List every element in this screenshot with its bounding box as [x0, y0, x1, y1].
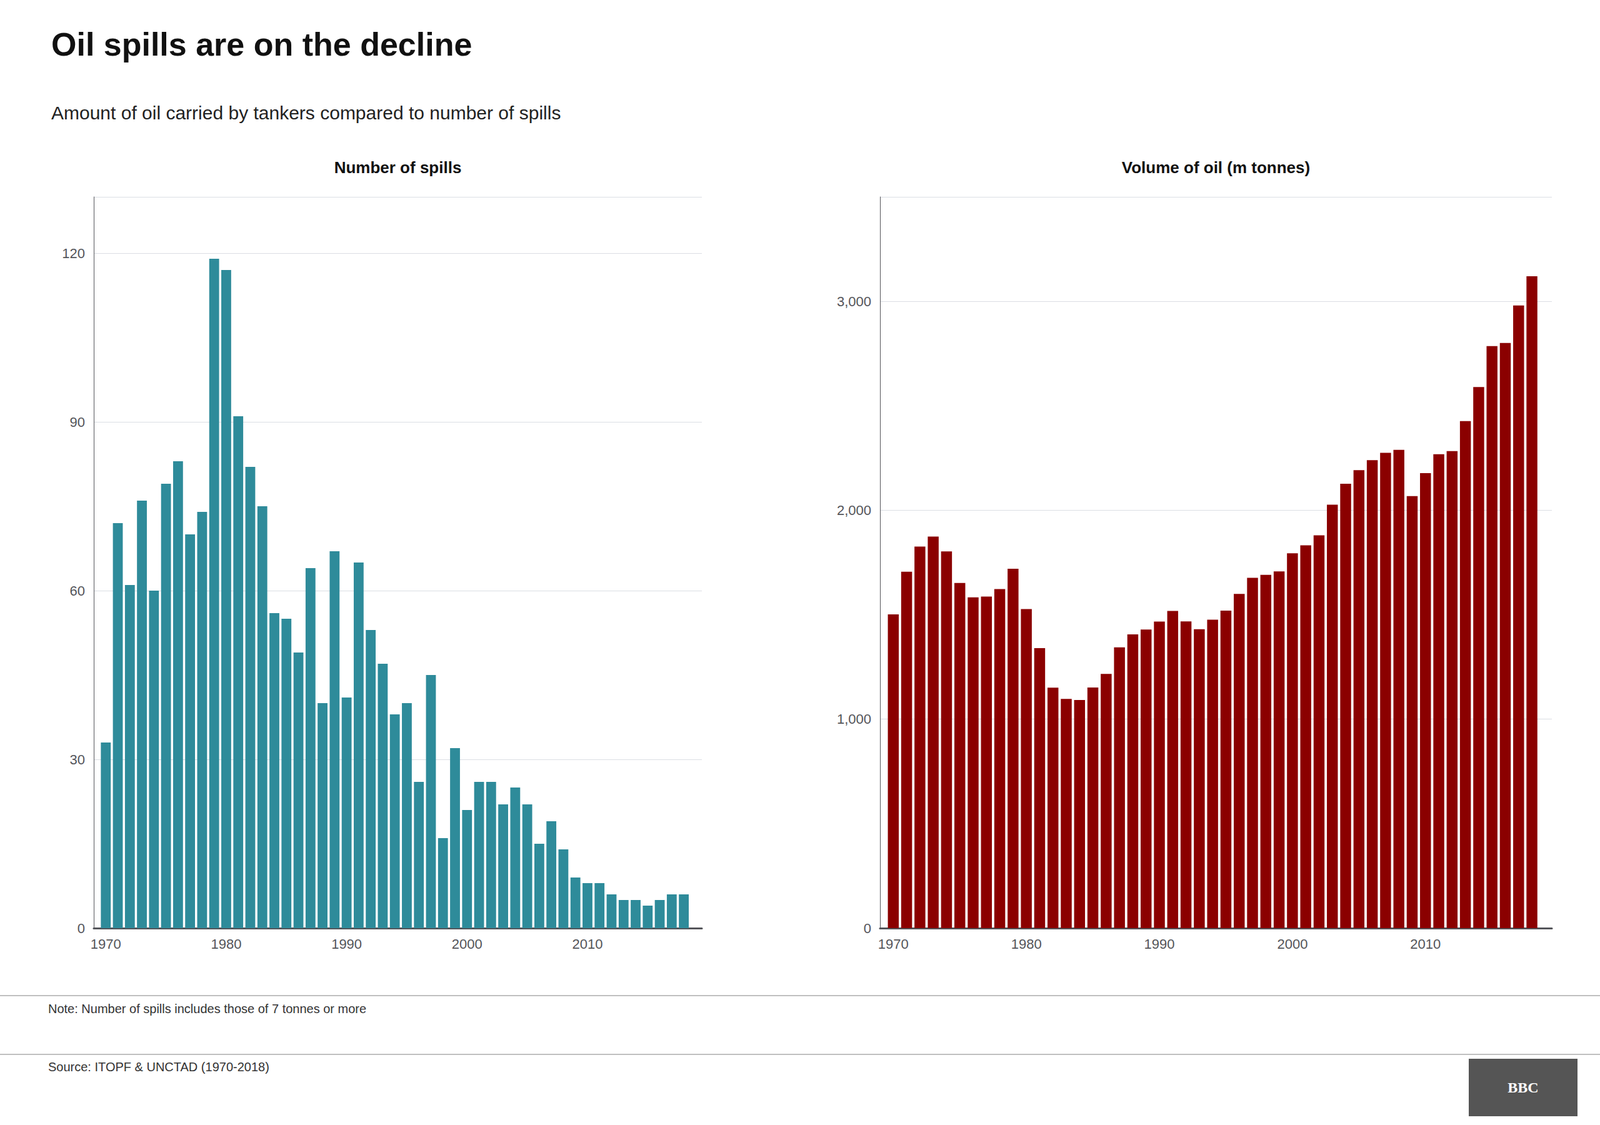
svg-text:1980: 1980: [1011, 936, 1042, 952]
svg-text:120: 120: [61, 245, 85, 262]
svg-text:3,000: 3,000: [836, 293, 872, 310]
svg-text:2010: 2010: [1410, 936, 1441, 952]
svg-text:90: 90: [70, 414, 85, 430]
svg-text:Volume of oil (m tonnes): Volume of oil (m tonnes): [1121, 158, 1310, 177]
svg-text:1970: 1970: [90, 936, 122, 952]
svg-text:Amount of oil carried by tanke: Amount of oil carried by tankers compare…: [51, 102, 561, 124]
svg-text:1970: 1970: [878, 936, 909, 952]
svg-text:Oil spills are on the decline: Oil spills are on the decline: [51, 26, 472, 63]
svg-text:2010: 2010: [571, 936, 603, 952]
svg-text:1990: 1990: [331, 936, 362, 952]
svg-text:2,000: 2,000: [836, 502, 872, 519]
svg-text:0: 0: [863, 920, 872, 937]
svg-text:0: 0: [77, 920, 85, 937]
svg-text:BBC: BBC: [1507, 1079, 1539, 1096]
svg-text:1980: 1980: [210, 936, 242, 952]
svg-text:1990: 1990: [1144, 936, 1175, 952]
svg-text:Source: ITOPF & UNCTAD (1970-2: Source: ITOPF & UNCTAD (1970-2018): [48, 1060, 270, 1074]
svg-text:2000: 2000: [451, 936, 483, 952]
svg-text:60: 60: [70, 583, 85, 599]
svg-text:1,000: 1,000: [836, 711, 872, 727]
svg-text:Number of spills: Number of spills: [334, 158, 462, 177]
svg-text:2000: 2000: [1276, 936, 1308, 952]
svg-text:Note: Number of spills include: Note: Number of spills includes those of…: [48, 1001, 367, 1016]
svg-text:30: 30: [70, 751, 85, 768]
